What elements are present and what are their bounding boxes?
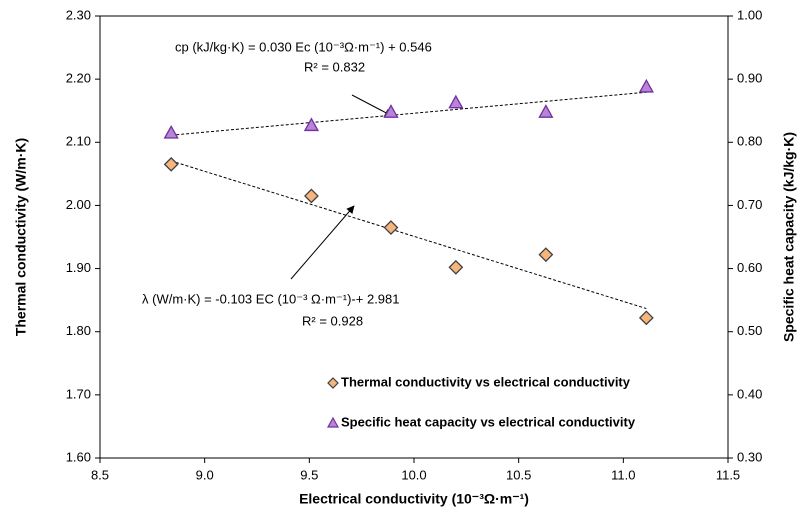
plot-frame: [99, 15, 729, 459]
y-tick-label: 2.00: [66, 197, 91, 212]
y-axis-label: Thermal conductivity (W/m·K): [13, 138, 29, 336]
point: [304, 188, 319, 204]
arrow: [290, 205, 355, 280]
x-tick-label: 11.5: [716, 467, 740, 482]
legend-label: Specific heat capacity vs electrical con…: [341, 414, 636, 429]
point: [538, 247, 554, 263]
y2-tick-label: 0.90: [737, 71, 762, 86]
point: [638, 310, 654, 326]
y2-tick-label: 0.40: [737, 386, 762, 401]
y-tick-label: 1.90: [66, 260, 91, 275]
legend-marker: [326, 416, 340, 428]
point: [163, 156, 179, 172]
x-tick-label: 11.0: [611, 467, 635, 482]
trendline: [171, 160, 647, 310]
x-tick-label: 9.0: [196, 467, 214, 482]
x-tick-label: 9.5: [300, 467, 318, 482]
y2-tick-label: 0.50: [737, 323, 762, 338]
y2-tick-label: 0.80: [737, 134, 762, 149]
legend-marker: [327, 377, 339, 389]
y2-tick-label: 0.60: [737, 260, 762, 275]
point: [448, 259, 464, 275]
y-tick-label: 1.60: [66, 449, 91, 464]
annotation: R² = 0.832: [304, 59, 365, 74]
legend-label: Thermal conductivity vs electrical condu…: [341, 374, 631, 389]
point: [163, 124, 179, 139]
y-tick-label: 1.80: [66, 323, 91, 338]
y-tick-label: 2.30: [66, 7, 91, 22]
y-tick-label: 1.70: [66, 386, 91, 401]
trendline: [171, 91, 647, 136]
annotation: cp (kJ/kg·K) = 0.030 Ec (10⁻³Ω·m⁻¹) + 0.…: [175, 39, 432, 54]
y-tick-label: 2.10: [66, 134, 91, 149]
point: [303, 117, 320, 132]
y2-tick-label: 0.30: [737, 449, 762, 464]
y2-tick-label: 1.00: [737, 7, 762, 22]
point: [383, 104, 399, 118]
annotation: λ (W/m·K) = -0.103 EC (10⁻³ Ω·m⁻¹)-+ 2.9…: [142, 291, 400, 306]
x-tick-label: 8.5: [91, 467, 109, 482]
annotation: R² = 0.928: [302, 313, 363, 328]
point: [383, 220, 399, 235]
y2-tick-label: 0.70: [737, 197, 762, 212]
x-tick-label: 10.0: [401, 467, 426, 482]
y2-axis-label: Specific heat capacity (kJ/kg·K): [781, 132, 797, 342]
y-tick-label: 2.20: [66, 71, 91, 86]
x-tick-label: 10.5: [506, 467, 531, 482]
point: [448, 94, 464, 109]
point: [538, 104, 554, 118]
point: [638, 78, 654, 93]
x-axis-label: Electrical conductivity (10⁻³Ω·m⁻¹): [299, 491, 529, 507]
arrow: [351, 94, 393, 117]
